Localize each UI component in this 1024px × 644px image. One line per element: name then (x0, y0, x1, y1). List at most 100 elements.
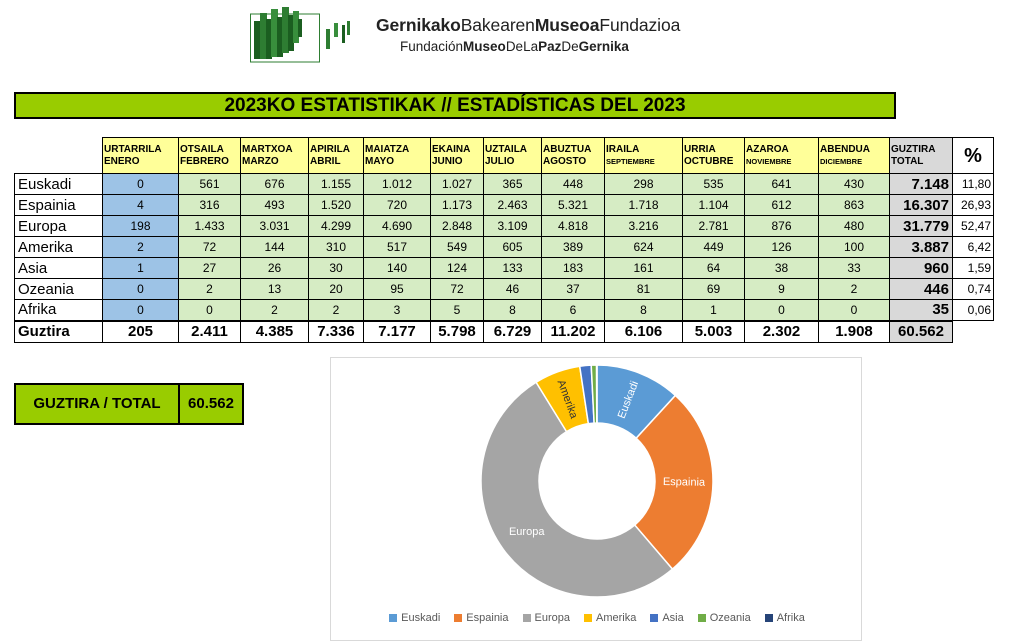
sum-value: 6.106 (604, 319, 683, 343)
month-value: 30 (308, 257, 364, 279)
month-value: 0 (102, 299, 179, 321)
logo-word: Fundazioa (599, 15, 681, 35)
page-title: 2023KO ESTATISTIKAK // ESTADÍSTICAS DEL … (14, 92, 896, 119)
month-name-es: DICIEMBRE (820, 156, 863, 166)
month-header: APIRILA ABRIL (308, 137, 364, 174)
month-value: 81 (604, 278, 683, 300)
month-name-es: SEPTIEMBRE (606, 156, 655, 166)
month-value: 6 (541, 299, 605, 321)
region-total: 31.779 (889, 215, 953, 237)
month-value: 8 (604, 299, 683, 321)
month-value: 1 (102, 257, 179, 279)
month-value: 316 (178, 194, 241, 216)
month-value: 126 (744, 236, 819, 258)
logo-word: Gernika (578, 39, 629, 54)
month-value: 0 (744, 299, 819, 321)
month-value: 0 (818, 299, 890, 321)
month-value: 430 (818, 173, 890, 195)
month-value: 13 (240, 278, 309, 300)
legend-swatch (650, 614, 659, 622)
month-header: AZAROA NOVIEMBRE (744, 137, 819, 174)
month-value: 310 (308, 236, 364, 258)
region-total: 16.307 (889, 194, 953, 216)
month-value: 1.520 (308, 194, 364, 216)
month-value: 2 (818, 278, 890, 300)
region-percent: 52,47 (952, 215, 994, 237)
month-name-eu: MARTXOA (242, 143, 293, 155)
table-row: Euskadi 0 561 676 1.155 1.012 1.027 365 448 298 53… (14, 173, 994, 195)
month-value: 535 (682, 173, 745, 195)
month-value: 46 (483, 278, 542, 300)
statistics-table: URTARRILA ENERO OTSAILA FEBRERO MARTXOA MARZO… (14, 137, 994, 343)
region-percent: 6,42 (952, 236, 994, 258)
month-header: URTARRILA ENERO (102, 137, 179, 174)
month-value: 449 (682, 236, 745, 258)
legend-item: Amerika (583, 612, 637, 624)
month-name-eu: UZTAILA (485, 143, 528, 155)
month-header: EKAINA JUNIO (430, 137, 484, 174)
logo-word: Bakearen (460, 15, 535, 35)
month-name-es: JULIO (485, 155, 515, 167)
logo-word: Gernikako (376, 15, 461, 35)
donut-slice-espainia (633, 394, 714, 571)
month-value: 2 (240, 299, 309, 321)
logo-word: Paz (538, 39, 562, 54)
region-total: 446 (889, 278, 953, 300)
legend-label: Amerika (595, 612, 637, 624)
month-value: 1 (682, 299, 745, 321)
month-value: 517 (363, 236, 431, 258)
month-value: 183 (541, 257, 605, 279)
region-total: 35 (889, 299, 953, 321)
region-total: 960 (889, 257, 953, 279)
legend-item: Espainia (454, 612, 509, 624)
month-value: 2.848 (430, 215, 484, 237)
logo-word: Museo (463, 39, 506, 54)
month-name-es: MAYO (365, 155, 395, 167)
legend-swatch (522, 614, 531, 622)
month-value: 72 (178, 236, 241, 258)
legend-swatch (764, 614, 773, 622)
legend-item: Ozeania (697, 612, 751, 624)
header-blank (15, 138, 103, 174)
month-name-eu: APIRILA (310, 143, 350, 155)
month-value: 1.155 (308, 173, 364, 195)
month-value: 198 (102, 215, 179, 237)
table-row: Asia 1 27 26 30 140 124 133 183 161 64 38 33 960 1,59 (14, 257, 994, 279)
percent-header: % (952, 137, 994, 174)
logo-line-1: GernikakoBakearenMuseoaFundazioa (376, 15, 680, 36)
logo-word: Fundación (400, 39, 464, 54)
month-name-eu: AZAROA (746, 143, 789, 155)
region-total: 3.887 (889, 236, 953, 258)
month-header: URRIA OCTUBRE (682, 137, 745, 174)
chart-legend: Euskadi Espainia Europa Amerika Asia Ozeania A… (331, 612, 863, 624)
month-header: MARTXOA MARZO (240, 137, 309, 174)
month-value: 9 (744, 278, 819, 300)
month-header: MAIATZA MAYO (363, 137, 431, 174)
month-name-eu: EKAINA (432, 143, 471, 155)
month-value: 641 (744, 173, 819, 195)
month-name-eu: URRIA (684, 143, 716, 155)
month-header: ABENDUA DICIEMBRE (818, 137, 890, 174)
month-value: 624 (604, 236, 683, 258)
legend-label: Afrika (776, 612, 805, 624)
table-sum-row: Guztira 205 2.411 4.385 7.336 7.177 5.798 6.729… (14, 319, 994, 343)
region-total: 7.148 (889, 173, 953, 195)
month-name-eu: ABENDUA (820, 143, 870, 155)
month-value: 3.216 (604, 215, 683, 237)
legend-swatch (389, 614, 398, 622)
month-value: 1.433 (178, 215, 241, 237)
month-value: 64 (682, 257, 745, 279)
total-box: GUZTIRA / TOTAL 60.562 (14, 383, 244, 425)
logo-word: DeLa (505, 39, 539, 54)
month-value: 8 (483, 299, 542, 321)
month-value: 605 (483, 236, 542, 258)
sum-value: 4.385 (240, 319, 309, 343)
month-value: 140 (363, 257, 431, 279)
table-row: Europa 198 1.433 3.031 4.299 4.690 2.848 3.109 4… (14, 215, 994, 237)
month-value: 448 (541, 173, 605, 195)
legend-item: Asia (650, 612, 684, 624)
sum-value: 2.302 (744, 319, 819, 343)
month-name-es: ABRIL (310, 155, 341, 167)
sum-label: Guztira (14, 319, 103, 343)
month-value: 876 (744, 215, 819, 237)
